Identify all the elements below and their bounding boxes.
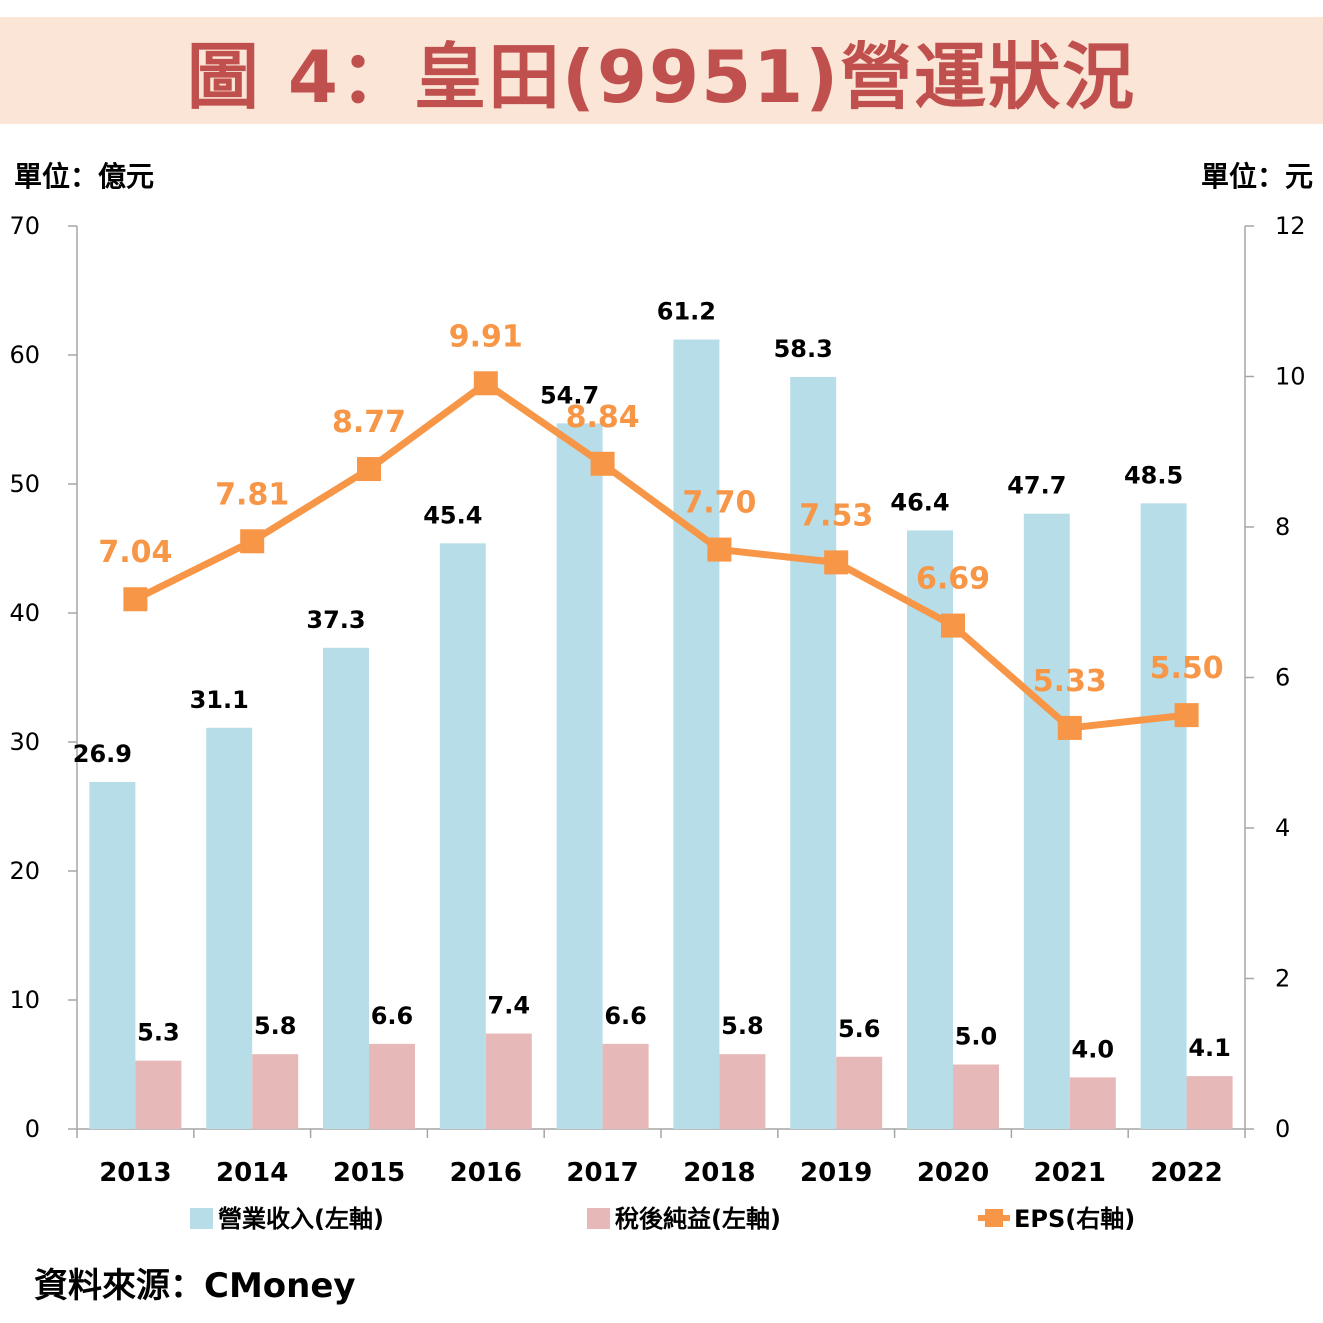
legend-swatch-eps-marker	[985, 1209, 1003, 1227]
eps-data-label: 7.04	[98, 535, 172, 570]
legend-swatch-revenue	[190, 1208, 213, 1229]
net-income-bar	[135, 1060, 182, 1129]
left-axis-tick-label: 60	[9, 341, 40, 369]
legend-label-net-income: 稅後純益(左軸)	[615, 1205, 781, 1233]
eps-line	[133, 379, 1187, 732]
net-income-data-label: 7.4	[488, 992, 531, 1020]
eps-marker	[824, 550, 849, 575]
x-axis-tick-label: 2017	[566, 1158, 638, 1188]
eps-marker	[240, 529, 265, 554]
revenue-data-label: 61.2	[657, 298, 716, 326]
revenue-data-label: 31.1	[190, 686, 249, 714]
eps-data-label: 9.91	[449, 319, 523, 354]
net-income-data-label: 4.1	[1188, 1034, 1231, 1062]
eps-marker	[123, 587, 148, 612]
net-income-data-label: 5.8	[254, 1012, 297, 1040]
revenue-data-label: 54.7	[540, 381, 599, 409]
net-income-data-label: 5.8	[721, 1012, 764, 1040]
x-axis-tick-label: 2018	[683, 1158, 755, 1188]
eps-data-label: 7.81	[215, 477, 289, 512]
right-axis-tick-label: 10	[1275, 363, 1306, 391]
net-income-bar	[369, 1043, 415, 1129]
x-axis-tick-label: 2013	[99, 1158, 171, 1188]
source-note: 資料來源：CMoney	[34, 1266, 356, 1306]
net-income-bar	[602, 1043, 649, 1129]
revenue-data-label: 58.3	[774, 335, 833, 363]
right-axis-tick-label: 0	[1275, 1115, 1290, 1143]
net-income-bar	[953, 1064, 999, 1129]
left-axis-tick-label: 50	[9, 470, 40, 498]
revenue-bar	[556, 423, 603, 1129]
x-axis-tick-label: 2020	[917, 1158, 989, 1188]
x-axis-tick-label: 2016	[450, 1158, 522, 1188]
left-axis-tick-label: 10	[9, 986, 40, 1014]
x-axis-tick-label: 2015	[333, 1158, 405, 1188]
chart-title: 圖 4：皇田(9951)營運狀況	[186, 35, 1137, 119]
eps-marker	[941, 613, 965, 638]
net-income-bar	[1069, 1077, 1116, 1129]
legend-label-eps: EPS(右軸)	[1014, 1205, 1135, 1233]
title-banner: 圖 4：皇田(9951)營運狀況	[0, 17, 1323, 124]
eps-marker	[590, 451, 615, 476]
right-axis-tick-label: 8	[1275, 513, 1290, 541]
revenue-data-label: 37.3	[306, 606, 365, 634]
eps-marker	[473, 371, 498, 396]
left-axis-tick-label: 0	[25, 1115, 40, 1143]
right-axis-unit: 單位：元	[1200, 160, 1313, 193]
net-income-bar	[252, 1054, 299, 1129]
revenue-data-label: 47.7	[1007, 472, 1066, 500]
x-axis-tick-label: 2014	[216, 1158, 288, 1188]
revenue-bar	[439, 543, 486, 1129]
revenue-bar	[673, 339, 720, 1129]
net-income-bar	[485, 1033, 532, 1129]
eps-data-label: 5.50	[1150, 651, 1224, 686]
left-axis-unit: 單位：億元	[14, 160, 155, 193]
eps-marker	[1174, 703, 1199, 728]
net-income-data-label: 6.6	[371, 1002, 414, 1030]
net-income-data-label: 5.6	[838, 1015, 881, 1043]
eps-data-label: 7.70	[682, 486, 756, 521]
net-income-bar	[1186, 1076, 1233, 1129]
eps-data-label: 5.33	[1033, 664, 1107, 699]
net-income-data-label: 6.6	[604, 1002, 647, 1030]
eps-marker	[707, 537, 732, 562]
eps-marker	[357, 457, 381, 482]
left-axis-tick-label: 40	[9, 599, 40, 627]
eps-marker	[1057, 715, 1082, 740]
revenue-bar	[323, 647, 369, 1129]
net-income-data-label: 4.0	[1072, 1035, 1115, 1063]
revenue-bar	[206, 727, 253, 1129]
left-axis-tick-label: 70	[9, 212, 40, 240]
revenue-bar	[1140, 503, 1187, 1130]
eps-data-label: 8.84	[566, 400, 640, 435]
net-income-bar	[836, 1056, 883, 1129]
right-axis-tick-label: 2	[1275, 965, 1290, 993]
right-axis-tick-label: 12	[1275, 212, 1306, 240]
x-axis-tick-label: 2019	[800, 1158, 872, 1188]
revenue-data-label: 26.9	[73, 740, 132, 768]
net-income-data-label: 5.3	[137, 1019, 180, 1047]
revenue-data-label: 48.5	[1124, 461, 1183, 489]
revenue-bar	[1023, 513, 1070, 1129]
revenue-data-label: 46.4	[890, 488, 949, 516]
legend-label-revenue: 營業收入(左軸)	[218, 1205, 384, 1233]
revenue-bar	[89, 781, 136, 1129]
x-axis-tick-label: 2022	[1150, 1158, 1222, 1188]
revenue-data-label: 45.4	[423, 501, 482, 529]
revenue-bar	[790, 376, 837, 1129]
eps-data-label: 8.77	[332, 405, 406, 440]
net-income-bar	[719, 1054, 766, 1129]
eps-data-label: 6.69	[916, 562, 990, 597]
left-axis-tick-label: 30	[9, 728, 40, 756]
x-axis-tick-label: 2021	[1034, 1158, 1106, 1188]
net-income-data-label: 5.0	[955, 1023, 998, 1051]
left-axis-tick-label: 20	[9, 857, 40, 885]
eps-data-label: 7.53	[799, 498, 873, 533]
legend-swatch-net-income	[587, 1208, 610, 1229]
right-axis-tick-label: 6	[1275, 664, 1290, 692]
right-axis-tick-label: 4	[1275, 814, 1290, 842]
